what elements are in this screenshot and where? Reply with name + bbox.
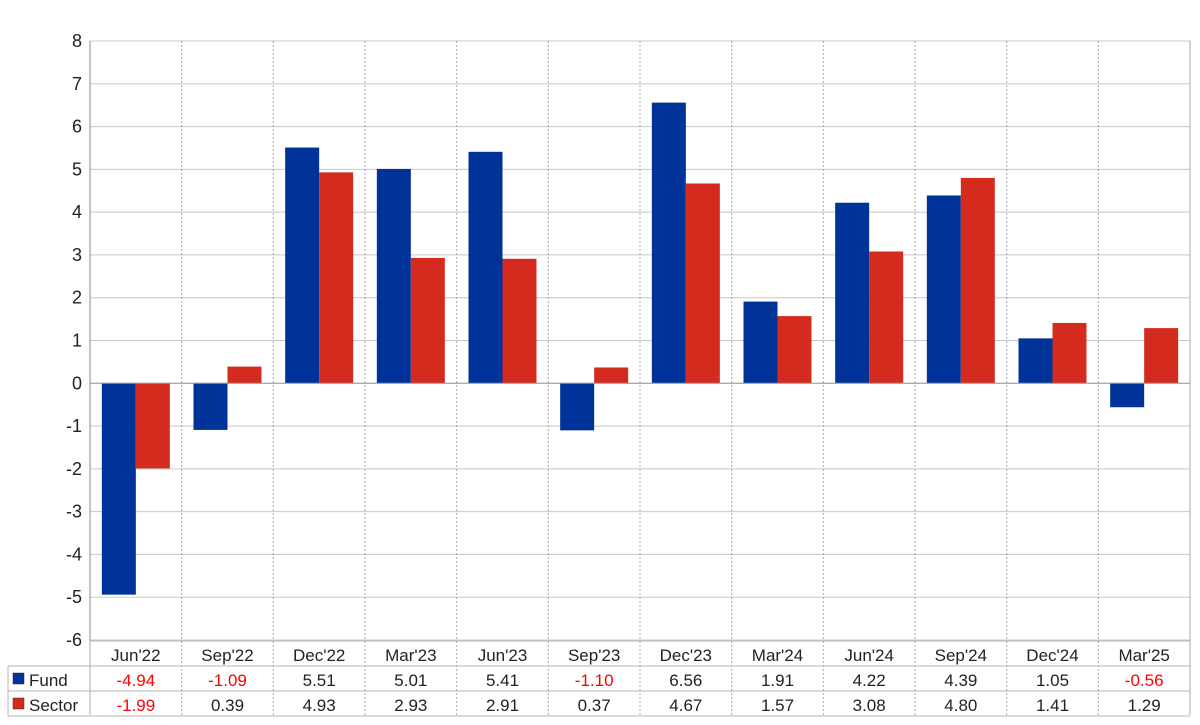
bar-fund [376, 168, 411, 384]
bar-sector [135, 383, 170, 469]
bar-fund [101, 383, 136, 595]
bar-sector [869, 251, 904, 384]
data-label-fund: 1.91 [761, 671, 794, 690]
x-category-label: Sep'22 [201, 646, 253, 665]
x-category-label: Mar'24 [752, 646, 803, 665]
bar-sector [502, 258, 537, 384]
data-label-fund: 1.05 [1036, 671, 1069, 690]
bar-fund [468, 151, 503, 384]
bar-sector [777, 316, 812, 384]
data-label-sector: 0.39 [211, 696, 244, 715]
bar-fund [285, 147, 320, 384]
data-label-sector: -1.99 [116, 696, 155, 715]
y-tick-label: 1 [72, 331, 82, 351]
data-label-fund: -4.94 [116, 671, 155, 690]
x-category-label: Mar'23 [385, 646, 436, 665]
data-label-fund: 4.39 [944, 671, 977, 690]
bar-sector [319, 172, 354, 384]
x-category-label: Mar'25 [1118, 646, 1169, 665]
y-tick-label: 0 [72, 373, 82, 393]
x-category-label: Sep'23 [568, 646, 620, 665]
bar-fund [743, 301, 778, 384]
bar-fund [193, 383, 228, 430]
legend-label-fund: Fund [29, 671, 68, 690]
data-label-sector: 4.80 [944, 696, 977, 715]
bar-fund [560, 383, 595, 431]
bar-sector [594, 367, 629, 384]
data-label-sector: 4.93 [303, 696, 336, 715]
data-label-fund: 5.01 [394, 671, 427, 690]
y-tick-label: -1 [66, 416, 82, 436]
y-tick-label: -5 [66, 587, 82, 607]
data-label-fund: 5.41 [486, 671, 519, 690]
data-label-sector: 1.57 [761, 696, 794, 715]
data-label-fund: -1.10 [575, 671, 614, 690]
y-tick-label: 8 [72, 31, 82, 51]
bar-fund [1110, 383, 1145, 408]
legend-swatch-sector [12, 697, 25, 710]
y-tick-label: 6 [72, 117, 82, 137]
bar-sector [227, 366, 262, 384]
data-label-fund: -0.56 [1125, 671, 1164, 690]
bar-sector [685, 183, 720, 384]
x-category-label: Dec'22 [293, 646, 345, 665]
bar-fund [1018, 338, 1053, 384]
data-label-fund: -1.09 [208, 671, 247, 690]
bar-sector [1052, 322, 1087, 384]
y-tick-label: -2 [66, 459, 82, 479]
x-category-label: Jun'23 [478, 646, 528, 665]
bar-sector [960, 177, 995, 384]
y-tick-label: 3 [72, 245, 82, 265]
bar-fund [651, 102, 686, 384]
x-category-label: Jun'24 [844, 646, 894, 665]
x-category-label: Sep'24 [935, 646, 987, 665]
y-tick-label: -4 [66, 544, 82, 564]
data-label-fund: 6.56 [669, 671, 702, 690]
data-label-sector: 0.37 [578, 696, 611, 715]
legend-label-sector: Sector [29, 696, 78, 715]
y-tick-label: 5 [72, 159, 82, 179]
data-label-sector: 1.29 [1128, 696, 1161, 715]
y-tick-label: -3 [66, 502, 82, 522]
y-tick-label: -6 [66, 630, 82, 650]
y-tick-label: 7 [72, 74, 82, 94]
data-label-fund: 4.22 [853, 671, 886, 690]
x-category-label: Dec'23 [660, 646, 712, 665]
bar-sector [410, 257, 445, 384]
x-category-label: Jun'22 [111, 646, 161, 665]
data-label-sector: 4.67 [669, 696, 702, 715]
data-label-sector: 3.08 [853, 696, 886, 715]
bar-fund [835, 202, 870, 384]
data-label-sector: 1.41 [1036, 696, 1069, 715]
bar-fund [926, 195, 961, 384]
bar-sector [1144, 328, 1179, 384]
x-category-label: Dec'24 [1026, 646, 1078, 665]
legend-swatch-fund [12, 672, 25, 685]
data-label-sector: 2.91 [486, 696, 519, 715]
data-label-fund: 5.51 [303, 671, 336, 690]
y-tick-label: 4 [72, 202, 82, 222]
y-tick-label: 2 [72, 288, 82, 308]
data-label-sector: 2.93 [394, 696, 427, 715]
